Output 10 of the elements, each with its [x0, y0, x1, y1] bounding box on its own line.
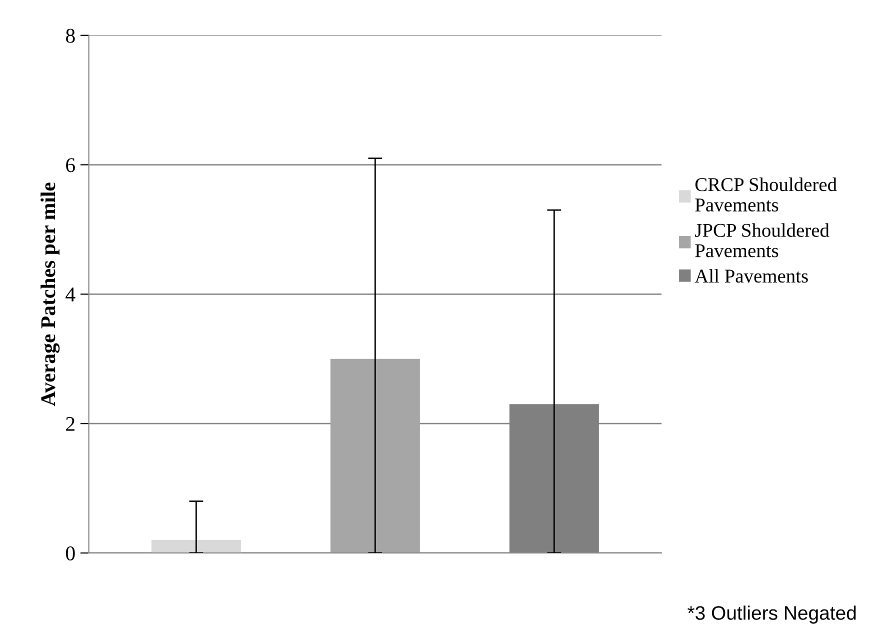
y-tick-label: 4 — [66, 288, 76, 302]
legend-label: CRCP Shouldered Pavements — [695, 178, 837, 212]
legend-label: All Pavements — [694, 268, 808, 283]
y-tick-label: 6 — [66, 158, 75, 172]
y-tick-label: 2 — [66, 417, 74, 431]
y-axis-title: Average Patches per mile — [40, 182, 60, 406]
legend-label: JPCP Shouldered Pavements — [695, 223, 830, 258]
y-tick-label: 8 — [66, 28, 75, 43]
text: *3 Outliers Negated — [688, 606, 856, 624]
y-tick-label: 0 — [66, 546, 75, 560]
